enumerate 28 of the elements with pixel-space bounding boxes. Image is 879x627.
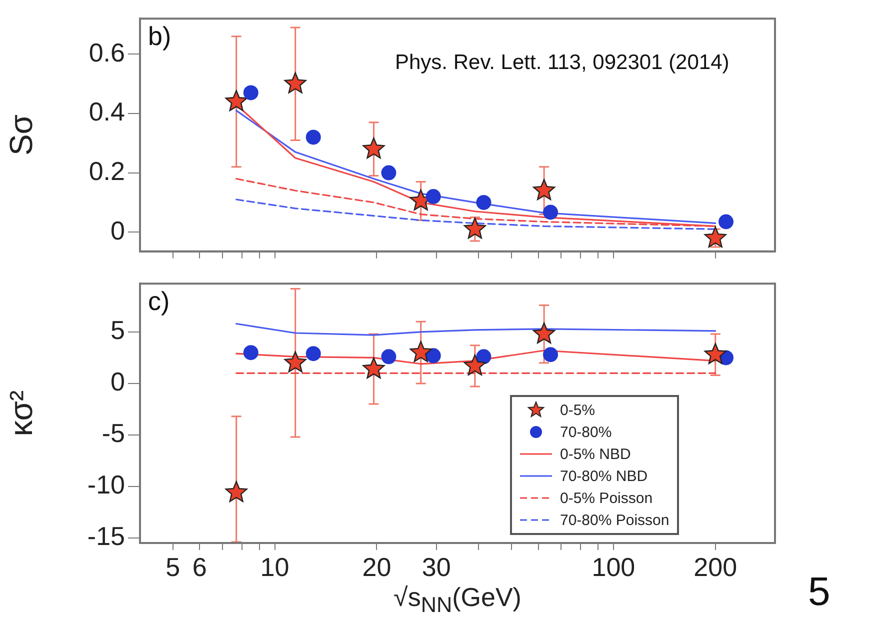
legend-label: 0-5% Poisson [560,490,653,506]
y-tick-label: 0 [110,366,125,397]
annotation: Phys. Rev. Lett. 113, 092301 (2014) [395,50,730,75]
y-tick-label: -15 [87,521,125,552]
y-tick-label: 0 [110,215,125,246]
x-tick-label: 10 [260,552,290,582]
x-tick-label: 100 [592,552,636,582]
legend-label: 70-80% [560,424,612,440]
y-tick-label: 5 [110,315,125,346]
x-tick-label: 6 [192,552,207,582]
legend-label: 0-5% NBD [560,446,631,462]
annotation: b) [148,20,172,52]
y-tick-label: -5 [102,418,125,448]
y-tick-label: 0.6 [88,37,125,68]
legend-label: 0-5% [560,402,596,418]
y-tick-label: -10 [87,470,125,500]
y-axis-title: κσ² [3,390,40,436]
y-tick-label: 0.4 [88,96,125,127]
x-tick-label: 20 [362,552,392,582]
legend-label: 70-80% Poisson [560,512,670,528]
x-axis-title: √s$_{NN}$(GeV) [392,582,522,618]
legend-label: 70-80% NBD [560,468,648,484]
x-tick-label: 200 [694,552,738,582]
y-axis-title: Sσ [3,114,40,156]
y-tick-label: 0.2 [88,156,125,186]
annotation: c) [148,286,170,317]
x-tick-label: 30 [422,552,451,582]
x-tick-label: 5 [166,552,180,582]
